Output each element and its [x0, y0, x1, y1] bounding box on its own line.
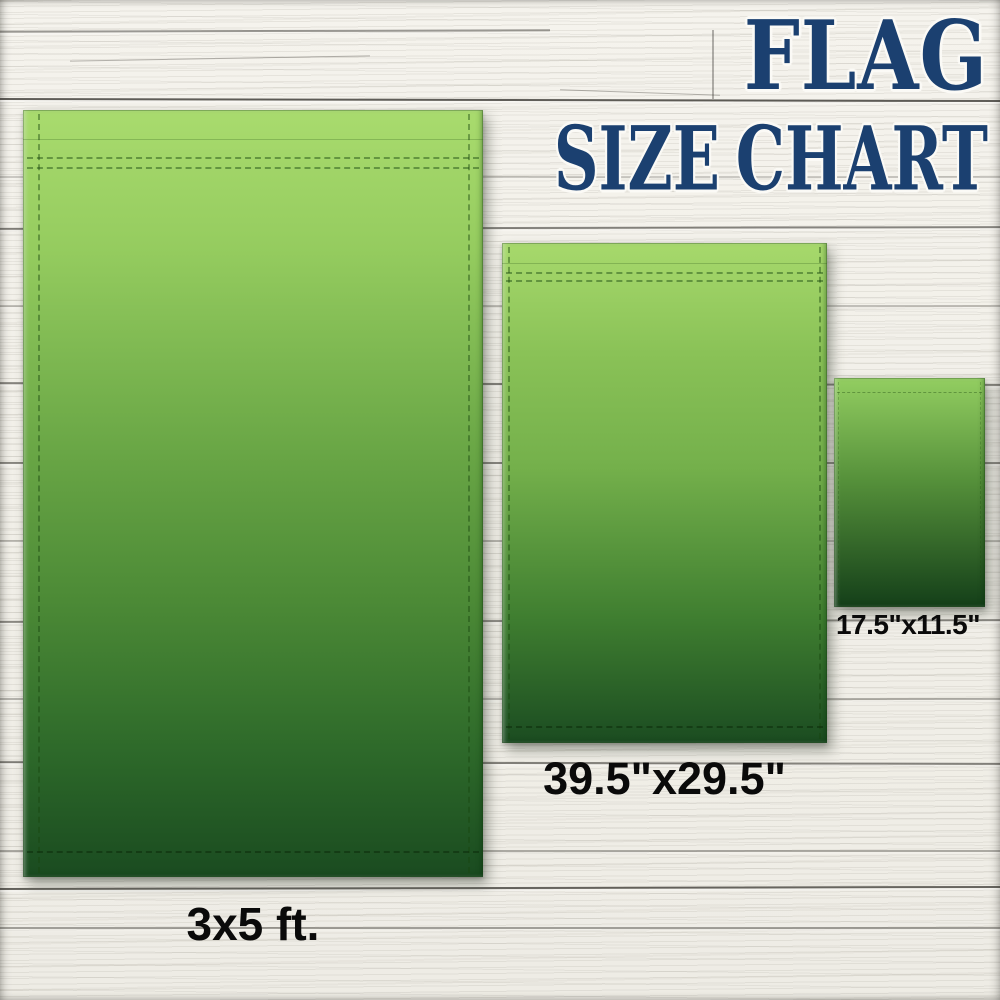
plank-gap-line: [0, 29, 551, 33]
hem-stitch: [27, 851, 479, 853]
large-flag-size-label: 3x5 ft.: [186, 898, 320, 950]
wood-scratch: [560, 89, 720, 96]
plank-gap-line: [0, 698, 1000, 700]
sleeve-fold-line: [502, 263, 827, 264]
chart-title: FLAG SIZE CHART: [554, 8, 988, 203]
hem-stitch: [506, 726, 823, 728]
plank-gap-line: [0, 850, 1000, 852]
sleeve-stitch: [837, 392, 982, 393]
sleeve-stitch-top: [27, 157, 479, 159]
wood-scratch: [70, 55, 370, 62]
plank-gap-line: [0, 927, 1000, 929]
medium-flag: [502, 243, 827, 743]
small-flag: [834, 378, 985, 607]
stitch-line-left: [838, 382, 839, 603]
sleeve-fold-line: [23, 139, 483, 140]
sleeve-stitch-top: [506, 272, 823, 274]
sleeve-stitch-bottom: [506, 280, 823, 282]
title-line-size-chart: SIZE CHART: [553, 107, 988, 211]
stitch-line-right: [980, 382, 981, 603]
plank-gap-line: [0, 176, 1000, 178]
small-flag-size-label: 17.5"x11.5": [835, 609, 981, 640]
plank-gap-line: [0, 462, 1000, 464]
medium-flag-size-label: 39.5"x29.5": [543, 753, 786, 804]
plank-gap-line: [0, 305, 1000, 307]
stitch-line-left: [508, 247, 510, 739]
large-flag: [23, 110, 483, 877]
stitch-line-right: [819, 247, 821, 739]
plank-joint: [712, 30, 714, 99]
stitch-line-right: [468, 114, 470, 873]
title-line-flag: FLAG: [743, 0, 988, 112]
plank-gap-line: [0, 885, 1000, 891]
sleeve-stitch-bottom: [27, 167, 479, 169]
stitch-line-left: [38, 114, 40, 873]
plank-gap-line: [0, 540, 1000, 542]
